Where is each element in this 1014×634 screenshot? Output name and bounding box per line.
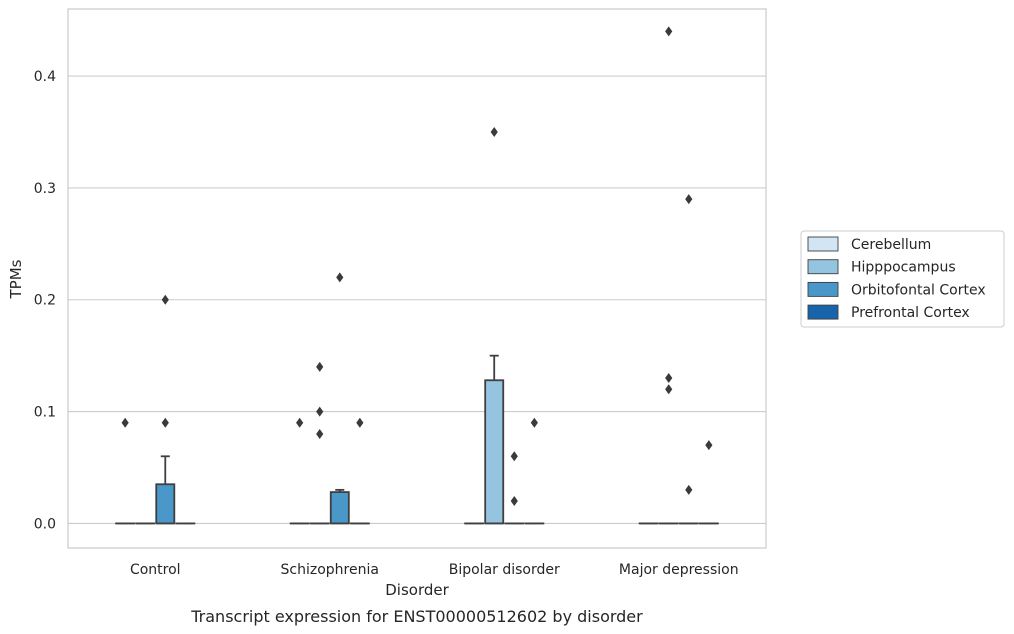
legend-label: Prefrontal Cortex (851, 305, 970, 321)
y-tick-labels: 0.0 0.1 0.2 0.3 0.4 (34, 69, 56, 532)
legend-label: Cerebellum (851, 237, 931, 253)
gridlines (68, 75, 766, 524)
outlier-point (490, 127, 498, 138)
box-hipppocampus (484, 354, 505, 525)
y-tick-label: 0.2 (34, 293, 56, 309)
outlier-point (510, 451, 518, 462)
y-tick-label: 0.0 (34, 516, 56, 532)
legend-swatch (807, 304, 839, 320)
box (155, 483, 176, 525)
outlier-point (296, 417, 304, 428)
legend-swatch (807, 236, 839, 252)
x-axis-title: Disorder (385, 581, 449, 599)
plot-area-frame (67, 8, 767, 549)
y-tick-label: 0.3 (34, 181, 56, 197)
outlier-point (161, 417, 169, 428)
legend: Cerebellum Hipppocampus Orbitofontal Corte… (800, 230, 1005, 328)
outlier-point (316, 361, 324, 372)
outlier-point (705, 440, 713, 451)
outlier-point (665, 373, 673, 384)
box (329, 491, 350, 525)
outlier-point (665, 384, 673, 395)
chart-title: Transcript expression for ENST0000051260… (190, 607, 643, 626)
y-tick-label: 0.4 (34, 69, 56, 85)
legend-label: Hipppocampus (851, 260, 956, 276)
outlier-point (685, 194, 693, 205)
legend-swatch (807, 259, 839, 275)
outliers-layer (121, 26, 713, 507)
legend-label: Orbitofontal Cortex (851, 282, 986, 298)
outlier-point (316, 428, 324, 439)
legend-frame (800, 230, 1005, 328)
outlier-point (685, 484, 693, 495)
boxes-layer (115, 354, 719, 525)
box-orbitofontal-cortex (329, 488, 350, 525)
legend-swatch (807, 281, 839, 297)
x-tick-label: Schizophrenia (281, 562, 379, 578)
x-tick-label: Bipolar disorder (449, 562, 560, 578)
outlier-point (161, 294, 169, 305)
outlier-point (316, 406, 324, 417)
box (484, 379, 505, 525)
outlier-point (665, 26, 673, 37)
outlier-point (336, 272, 344, 283)
outlier-point (356, 417, 364, 428)
outlier-point (530, 417, 538, 428)
x-tick-label: Major depression (619, 562, 739, 578)
x-tick-labels: Control Schizophrenia Bipolar disorder Majo… (130, 562, 739, 578)
y-tick-label: 0.1 (34, 405, 56, 421)
x-tick-label: Control (130, 562, 181, 578)
y-axis-title: TPMs (7, 259, 25, 299)
outlier-point (510, 496, 518, 507)
box-orbitofontal-cortex (155, 455, 176, 525)
outlier-point (121, 417, 129, 428)
